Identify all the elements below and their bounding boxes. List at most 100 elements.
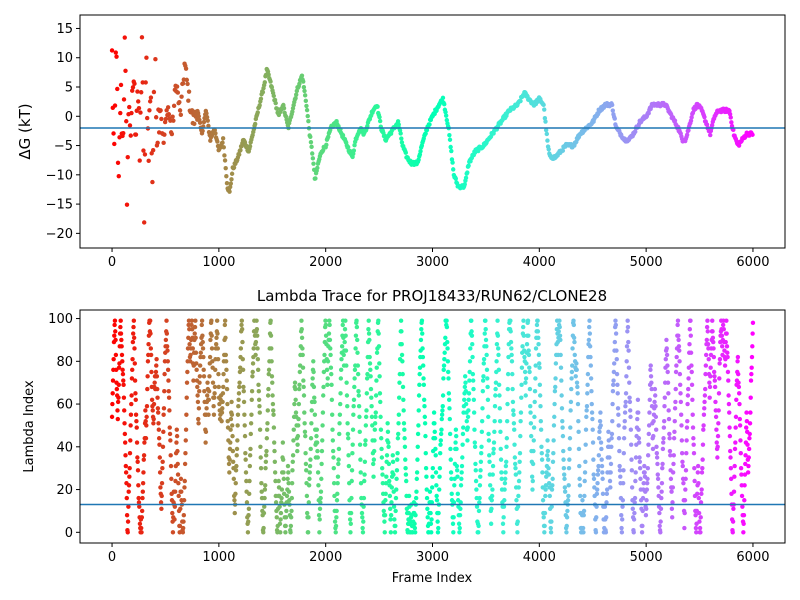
lambda-point xyxy=(371,461,376,467)
lambda-point xyxy=(458,483,464,488)
lambda-point xyxy=(239,327,245,332)
lambda-point xyxy=(503,476,508,482)
lambda-point xyxy=(472,444,478,450)
lambda-point xyxy=(371,457,377,462)
lambda-point xyxy=(466,391,472,396)
lambda-point xyxy=(120,371,126,377)
delta-g-point xyxy=(115,160,121,165)
lambda-point xyxy=(686,386,691,392)
lambda-point xyxy=(648,374,654,379)
lambda-point xyxy=(620,498,626,503)
lambda-point xyxy=(569,376,574,381)
lambda-point xyxy=(339,356,344,362)
lambda-point xyxy=(184,395,189,400)
lambda-point xyxy=(504,444,509,450)
lambda-point xyxy=(393,508,398,514)
lambda-point xyxy=(115,416,121,422)
lambda-point xyxy=(536,352,542,358)
lambda-point xyxy=(179,489,184,494)
lambda-point xyxy=(246,513,251,518)
lambda-point xyxy=(557,333,563,338)
lambda-point xyxy=(228,427,233,432)
lambda-point xyxy=(201,367,206,373)
lambda-point xyxy=(722,363,728,368)
lambda-point xyxy=(583,442,588,447)
lambda-point xyxy=(352,376,357,381)
lambda-point xyxy=(519,395,524,400)
delta-g-point xyxy=(396,122,401,127)
lambda-point xyxy=(454,446,459,452)
lambda-point xyxy=(315,455,320,460)
lambda-point xyxy=(440,393,446,398)
lambda-point xyxy=(571,318,576,323)
lambda-point xyxy=(647,410,652,415)
lambda-point xyxy=(744,425,749,430)
lambda-point xyxy=(453,440,458,445)
lambda-point xyxy=(227,470,232,475)
lambda-point xyxy=(484,352,489,358)
lambda-point xyxy=(714,440,719,445)
lambda-point xyxy=(637,459,643,464)
lambda-point xyxy=(203,429,209,435)
lambda-point xyxy=(119,352,125,358)
lambda-point xyxy=(557,324,562,330)
delta-g-point xyxy=(268,79,273,84)
lambda-point xyxy=(499,470,504,475)
lambda-point xyxy=(328,365,334,370)
lambda-point xyxy=(591,457,596,462)
lambda-point xyxy=(690,397,695,402)
lambda-point xyxy=(139,525,144,531)
lambda-point xyxy=(256,382,261,388)
lambda-point xyxy=(206,389,212,394)
lambda-point xyxy=(619,513,624,518)
lambda-point xyxy=(150,408,155,413)
lambda-point xyxy=(688,333,693,338)
lambda-point xyxy=(169,476,174,482)
lambda-point xyxy=(600,470,605,475)
lambda-point xyxy=(445,359,451,364)
lambda-point xyxy=(545,448,551,454)
lambda-point xyxy=(558,365,564,370)
delta-g-point xyxy=(139,90,144,95)
lambda-point xyxy=(320,410,326,415)
lambda-point xyxy=(737,423,743,428)
lambda-point xyxy=(584,403,590,409)
lambda-point xyxy=(690,425,696,430)
lambda-point xyxy=(503,463,509,469)
lambda-point xyxy=(577,476,582,482)
lambda-point xyxy=(711,339,716,345)
lambda-point xyxy=(369,395,374,400)
lambda-point xyxy=(139,515,145,520)
lambda-point xyxy=(524,361,529,366)
lambda-point xyxy=(403,465,408,471)
lambda-point xyxy=(382,513,388,518)
delta-g-points xyxy=(109,35,755,225)
lambda-point xyxy=(723,339,728,345)
lambda-point xyxy=(463,401,469,407)
lambda-point xyxy=(296,416,301,422)
lambda-point xyxy=(220,391,226,396)
lambda-point xyxy=(211,412,217,417)
delta-g-y-tick-label: −5 xyxy=(54,139,73,154)
lambda-point xyxy=(728,455,733,460)
lambda-point xyxy=(621,468,626,473)
lambda-point xyxy=(679,451,685,456)
lambda-point xyxy=(182,461,188,467)
lambda-point xyxy=(717,376,722,381)
delta-g-x-tick-label: 4000 xyxy=(523,255,556,270)
lambda-point xyxy=(628,414,633,420)
delta-g-point xyxy=(247,144,253,149)
delta-g-point xyxy=(273,100,278,106)
lambda-point xyxy=(266,371,271,377)
lambda-point xyxy=(224,378,229,383)
lambda-point xyxy=(485,384,490,390)
lambda-point xyxy=(354,318,359,323)
lambda-point xyxy=(530,461,536,467)
lambda-point xyxy=(369,414,375,420)
lambda-point xyxy=(632,500,637,505)
lambda-point xyxy=(675,318,681,323)
lambda-point xyxy=(432,421,437,426)
lambda-point xyxy=(368,367,373,373)
lambda-point xyxy=(256,397,262,402)
delta-g-point xyxy=(153,115,159,120)
